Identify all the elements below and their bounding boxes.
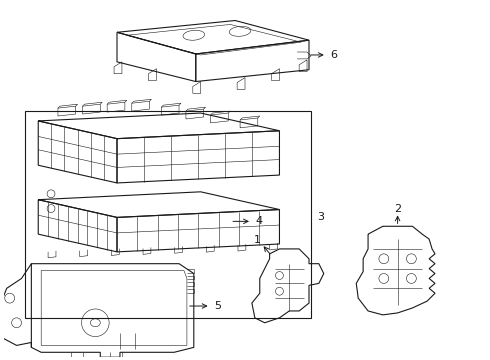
Text: 5: 5 (215, 301, 221, 311)
Text: 6: 6 (331, 50, 338, 60)
Bar (25, 111, 311, 318)
Text: 4: 4 (256, 216, 263, 226)
Text: 1: 1 (254, 235, 261, 245)
Text: 3: 3 (317, 212, 324, 222)
Text: 2: 2 (394, 203, 401, 213)
